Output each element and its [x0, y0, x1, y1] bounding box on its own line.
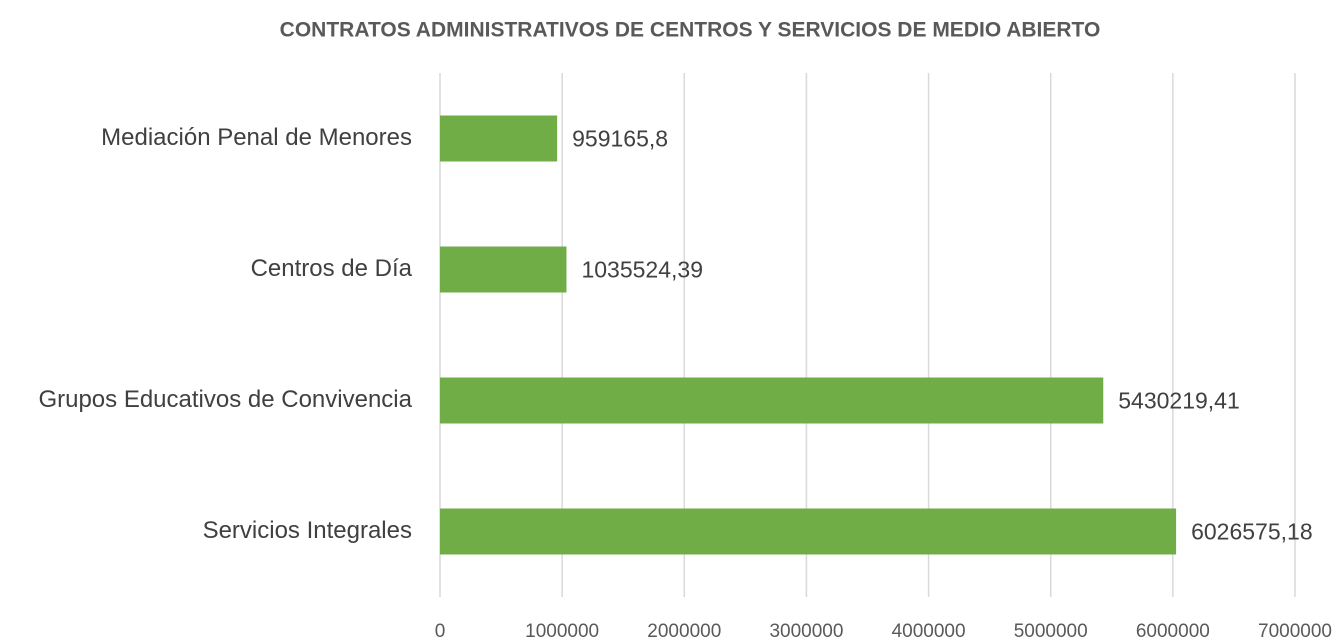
bar	[440, 115, 558, 162]
value-label: 6026575,18	[1191, 519, 1313, 545]
x-tick-label: 7000000	[1258, 621, 1332, 642]
value-label: 1035524,39	[581, 257, 703, 283]
y-tick-label: Mediación Penal de Menores	[101, 124, 412, 151]
x-tick-label: 2000000	[647, 621, 721, 642]
x-tick-label: 1000000	[525, 621, 599, 642]
x-tick-label: 0	[435, 621, 446, 642]
x-tick-label: 5000000	[1014, 621, 1088, 642]
y-tick-label: Centros de Día	[251, 255, 413, 282]
bar	[440, 508, 1177, 555]
value-label: 959165,8	[572, 126, 668, 152]
x-tick-label: 6000000	[1136, 621, 1210, 642]
bar	[440, 246, 567, 293]
y-tick-label: Servicios Integrales	[203, 517, 412, 544]
value-label: 5430219,41	[1118, 388, 1240, 414]
y-tick-label: Grupos Educativos de Convivencia	[38, 386, 412, 413]
x-tick-label: 4000000	[892, 621, 966, 642]
chart-title: CONTRATOS ADMINISTRATIVOS DE CENTROS Y S…	[280, 19, 1101, 42]
x-tick-label: 3000000	[769, 621, 843, 642]
bar	[440, 377, 1104, 424]
